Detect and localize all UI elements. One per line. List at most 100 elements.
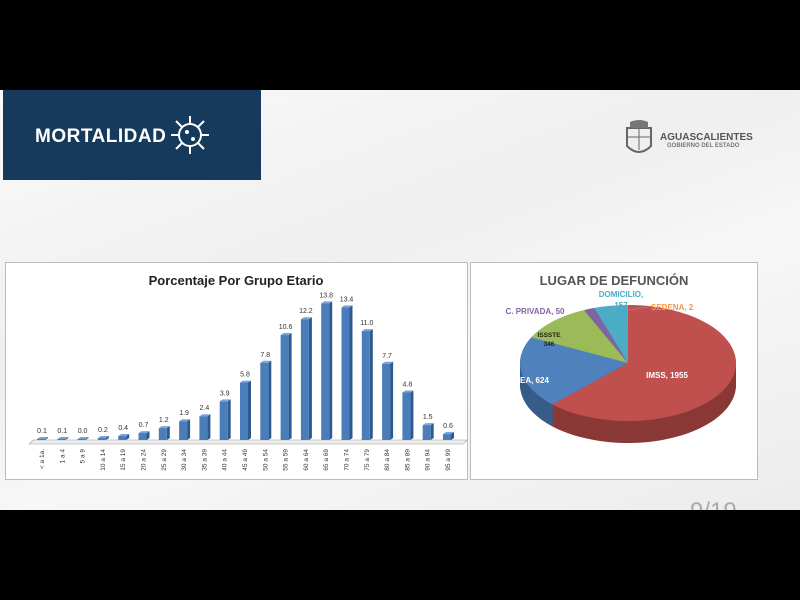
bar <box>382 361 394 440</box>
data-label: 0.6 <box>443 423 453 430</box>
bar-front <box>199 416 208 440</box>
bar-front <box>300 319 309 440</box>
bar-top <box>199 414 211 417</box>
pie-slice-c-privada <box>584 307 628 363</box>
bar-front <box>158 428 167 440</box>
slice-label-issste-value: 346 <box>544 341 555 348</box>
bar-front <box>240 382 248 440</box>
bar-side <box>187 419 191 440</box>
bar-side <box>390 361 394 440</box>
bar-top <box>138 431 150 434</box>
bar-side <box>410 390 414 440</box>
bar <box>321 301 333 440</box>
x-tick-label: 75 a 79 <box>364 449 371 471</box>
bar-top <box>321 301 333 304</box>
x-tick-label: < a 1a. <box>39 449 46 469</box>
virus-icon <box>171 116 209 154</box>
bar-front <box>57 439 66 440</box>
bar <box>179 419 191 440</box>
x-tick-label: 5 a 9 <box>80 449 87 464</box>
bar <box>280 333 292 440</box>
logo-subtitle: GOBIERNO DEL ESTADO <box>667 143 740 149</box>
data-label: 0.1 <box>37 428 47 435</box>
bar-side <box>248 380 251 440</box>
bar-side <box>451 432 454 440</box>
x-tick-label: 65 a 69 <box>323 449 330 471</box>
bar <box>240 380 251 440</box>
place-of-death-pie-chart: LUGAR DE DEFUNCIÓN IMSS, 1955 ISSEA, 624 IS… <box>470 262 758 480</box>
x-tick-label: 1 a 4 <box>59 449 66 464</box>
slice-label-domicilio: DOMICILIO, <box>599 290 643 299</box>
bar-side <box>85 437 89 440</box>
leader-line <box>610 305 615 314</box>
bar-top <box>300 317 312 320</box>
x-tick-label: 20 a 24 <box>141 449 148 471</box>
bar-top <box>443 432 454 435</box>
x-tick-label: 80 a 84 <box>384 449 391 471</box>
pie-slice-issea <box>520 337 628 405</box>
slice-label-domicilio-value: 157 <box>614 301 628 310</box>
pie-slice-imss <box>552 305 736 421</box>
bar <box>443 432 454 440</box>
bar-top <box>77 437 89 439</box>
bar-front <box>402 392 411 440</box>
bar-front <box>361 331 370 440</box>
bar-top <box>260 360 272 363</box>
bar-top <box>158 426 170 429</box>
bar-side <box>329 301 333 440</box>
bar-top <box>422 423 434 426</box>
bar-top <box>361 329 373 332</box>
bar-front <box>118 436 127 440</box>
bar <box>37 437 48 440</box>
bar <box>138 431 150 440</box>
bar-front <box>97 438 106 440</box>
x-tick-label: 10 a 14 <box>100 449 107 471</box>
data-label: 7.7 <box>382 353 392 360</box>
bar-side <box>65 437 69 440</box>
bar <box>422 423 434 440</box>
x-tick-label: 25 a 29 <box>161 449 168 471</box>
data-label: 1.9 <box>179 410 189 417</box>
chart-title: LUGAR DE DEFUNCIÓN <box>540 273 689 288</box>
data-label: 13.8 <box>319 292 333 299</box>
x-tick-label: 35 a 39 <box>201 449 208 471</box>
data-label: 1.2 <box>159 417 169 424</box>
pie-slice-issste <box>531 310 628 363</box>
bar-front <box>219 401 228 440</box>
bar-side <box>349 305 353 440</box>
bar-side <box>45 437 48 440</box>
bar-side <box>207 414 211 440</box>
bar <box>97 436 109 440</box>
bar-front <box>280 335 289 440</box>
pie-slice-domicilio <box>594 305 628 363</box>
bar <box>199 414 211 440</box>
bar-side <box>268 360 272 440</box>
x-tick-label: 45 a 49 <box>242 449 249 471</box>
bar-front <box>179 421 188 440</box>
data-label: 2.4 <box>200 405 210 412</box>
x-tick-label: 60 a 64 <box>303 449 310 471</box>
coat-of-arms-logo <box>626 120 652 153</box>
slice-label-issea: ISSEA, 624 <box>507 376 549 385</box>
bar-side <box>227 399 231 440</box>
data-label: 0.1 <box>57 428 67 435</box>
bar-top <box>179 419 191 422</box>
data-label: 10.6 <box>279 324 293 331</box>
bar-top <box>402 390 414 393</box>
bar-top <box>37 437 48 439</box>
data-label: 0.4 <box>118 425 128 432</box>
data-label: 7.8 <box>260 352 270 359</box>
bar-side <box>105 436 109 440</box>
slice-label-issste: ISSSTE <box>537 332 561 339</box>
data-label: 11.0 <box>360 320 373 327</box>
bar-side <box>288 333 292 440</box>
data-label: 1.5 <box>423 414 433 421</box>
x-tick-label: 30 a 34 <box>181 449 188 471</box>
bar-front <box>341 307 350 440</box>
bar <box>57 437 69 440</box>
bar-side <box>369 329 373 440</box>
x-axis-floor <box>28 439 469 445</box>
slice-label-imss: IMSS, 1955 <box>646 371 688 380</box>
leader-line <box>628 306 650 311</box>
bar-top <box>382 361 394 364</box>
